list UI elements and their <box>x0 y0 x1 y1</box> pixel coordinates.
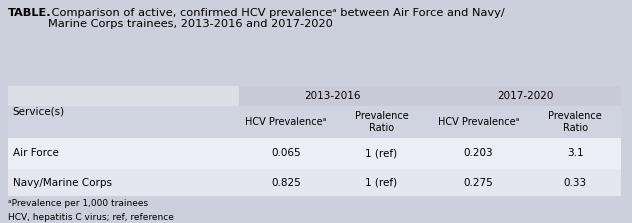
Text: HCV Prevalenceᵃ: HCV Prevalenceᵃ <box>438 117 519 127</box>
Bar <box>8 138 621 169</box>
Text: HCV, hepatitis C virus; ref, reference: HCV, hepatitis C virus; ref, reference <box>8 213 174 222</box>
Text: Prevalence
Ratio: Prevalence Ratio <box>549 111 602 133</box>
Text: 0.203: 0.203 <box>463 148 493 158</box>
Bar <box>8 86 621 196</box>
Text: 1 (ref): 1 (ref) <box>365 178 398 188</box>
Text: Prevalence
Ratio: Prevalence Ratio <box>355 111 408 133</box>
Text: 0.33: 0.33 <box>564 178 587 188</box>
Text: Comparison of active, confirmed HCV prevalenceᵃ between Air Force and Navy/
Mari: Comparison of active, confirmed HCV prev… <box>48 8 505 29</box>
Text: TABLE.: TABLE. <box>8 8 51 18</box>
Text: Air Force: Air Force <box>13 148 59 158</box>
Text: ᵃPrevalence per 1,000 trainees: ᵃPrevalence per 1,000 trainees <box>8 199 148 208</box>
Text: Service(s): Service(s) <box>13 107 64 117</box>
Bar <box>239 86 621 106</box>
Text: Navy/Marine Corps: Navy/Marine Corps <box>13 178 112 188</box>
Text: 0.825: 0.825 <box>271 178 301 188</box>
Bar <box>8 169 621 196</box>
Bar <box>8 106 621 138</box>
Text: HCV Prevalenceᵃ: HCV Prevalenceᵃ <box>245 117 327 127</box>
Text: 3.1: 3.1 <box>567 148 583 158</box>
Text: 0.065: 0.065 <box>271 148 301 158</box>
Text: 2017-2020: 2017-2020 <box>497 91 554 101</box>
Text: 0.275: 0.275 <box>463 178 493 188</box>
Text: 1 (ref): 1 (ref) <box>365 148 398 158</box>
Text: 2013-2016: 2013-2016 <box>305 91 361 101</box>
